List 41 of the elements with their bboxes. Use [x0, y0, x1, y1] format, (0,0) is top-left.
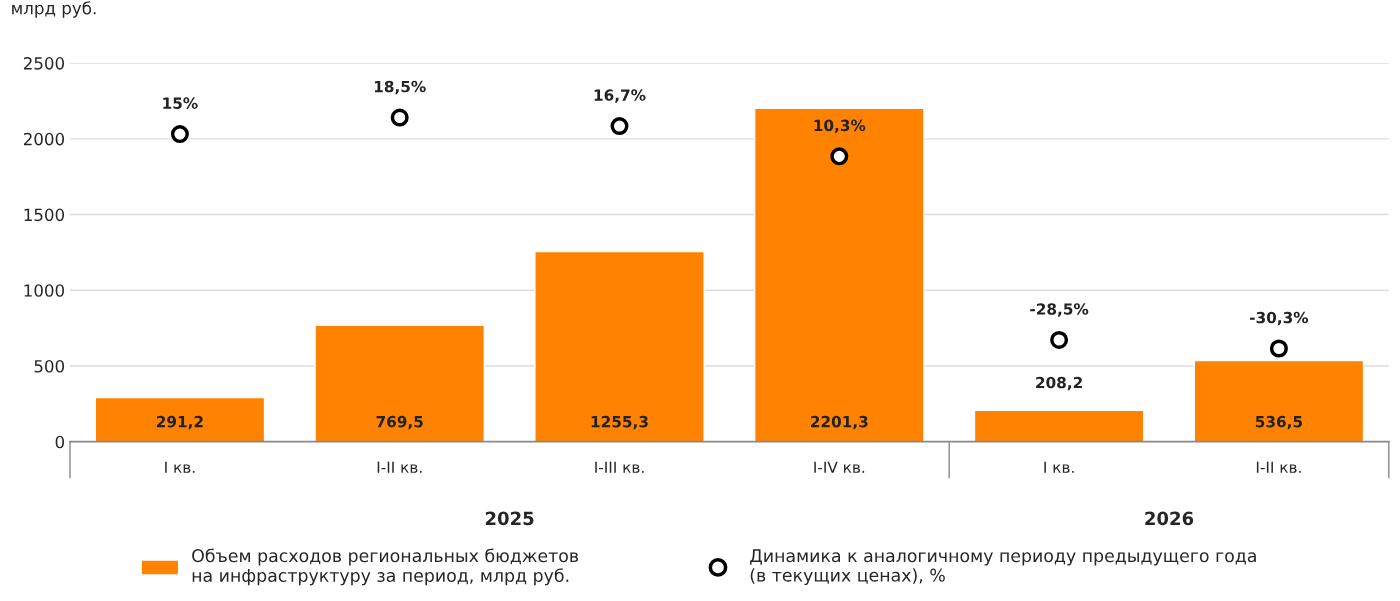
data-label: 2201,3 — [811, 415, 868, 430]
data-label: 1255,3 — [591, 415, 648, 430]
bar — [973, 409, 1145, 442]
data-label: 16,7% — [594, 89, 646, 103]
point — [1050, 330, 1069, 349]
data-label: 15% — [163, 97, 198, 109]
bar — [94, 396, 266, 442]
text: 2025 — [485, 511, 534, 526]
bar — [534, 250, 705, 442]
point — [610, 117, 629, 136]
legend-label: Динамика к аналогичному периоду предыдущего года (в текущих ценах), % — [750, 549, 1256, 586]
x-tick-label: I кв. — [1044, 461, 1074, 473]
data-label: -28,5% — [1030, 303, 1089, 317]
x-tick-label: I-III кв. — [595, 461, 644, 473]
legend-label: Объем расходов региональных бюджетов на инфраструктуру за период, млрд руб. — [192, 548, 579, 586]
data-label: 208,2 — [1036, 376, 1082, 391]
data-label: -30,3% — [1250, 311, 1309, 326]
x-tick-label: I-II кв. — [1256, 461, 1301, 473]
point — [390, 108, 409, 127]
y-tick-label: 1500 — [24, 208, 65, 222]
x-tick-label: I-II кв. — [377, 461, 422, 473]
x-tick-label: I кв. — [165, 461, 195, 473]
data-label: 291,2 — [156, 415, 203, 430]
x-tick-label: I-IV кв. — [814, 461, 865, 473]
point — [830, 147, 849, 166]
y-tick-label: 2500 — [23, 57, 65, 70]
data-label: 769,5 — [376, 415, 423, 430]
y-axis-title: млрд руб. — [12, 1, 96, 18]
y-tick-label: 2000 — [23, 132, 65, 146]
y-tick-label: 1000 — [24, 284, 65, 297]
data-label: 18,5% — [374, 80, 426, 95]
text: 2026 — [1145, 511, 1194, 526]
y-tick-label: 0 — [55, 435, 65, 449]
bar — [314, 324, 486, 442]
point — [1269, 339, 1288, 358]
bar — [753, 107, 925, 442]
bar — [1193, 359, 1365, 442]
point — [170, 125, 189, 144]
data-label: 10,3% — [814, 119, 866, 134]
y-tick-label: 500 — [34, 359, 65, 373]
data-label: 536,5 — [1255, 415, 1302, 430]
